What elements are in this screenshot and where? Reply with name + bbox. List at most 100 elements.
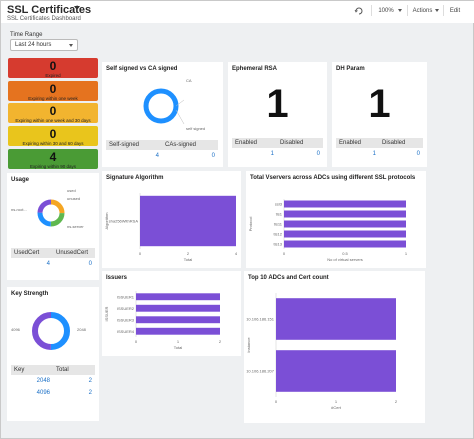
dashboard-header: SSL Certificates SSL Certificates Dashbo… [1, 1, 474, 23]
table-header[interactable]: Enabled [336, 138, 379, 148]
panel-title: Top 10 ADCs and Cert count [248, 275, 329, 281]
y-axis-label: Algorithm [104, 212, 109, 230]
self-signed-donut[interactable]: CA self signed [102, 62, 223, 167]
time-range-value: Last 24 hours [15, 42, 52, 48]
single-value[interactable]: 1 [266, 82, 289, 126]
actions-button[interactable]: Actions [411, 4, 441, 17]
ssl-protocols-panel: Total Vservers across ADCs using differe… [246, 171, 426, 268]
legend-label: unused [67, 196, 80, 201]
category-label: 10.106.186.207 [246, 369, 275, 374]
signature-algorithm-panel: Signature Algorithm sha256WithRSA 0 2 4 Tota… [102, 171, 241, 268]
legend-label: ns-server [67, 224, 84, 229]
expiry-panel: 0 Expired 0 Expiring within one week 0 E… [5, 57, 100, 171]
table-cell[interactable]: 0 [88, 261, 92, 267]
category-label: tls13 [274, 242, 283, 247]
expiry-label: Expiring within 30 and 60 days [22, 141, 84, 146]
expiry-label: Expired [45, 73, 61, 78]
bar[interactable] [284, 230, 406, 238]
category-label: ISSUER2 [117, 306, 135, 311]
bar[interactable] [284, 220, 406, 228]
x-axis-label: Total [184, 257, 193, 262]
table-cell[interactable]: 4096 [36, 390, 50, 396]
donut-segment[interactable] [37, 199, 65, 227]
panel-title: Total Vservers across ADCs using differe… [250, 175, 416, 181]
panel-title: Issuers [106, 275, 128, 281]
refresh-icon[interactable] [349, 4, 369, 17]
expiry-tile-90days[interactable]: 4 Expiring within 90 days [8, 149, 98, 169]
table-header[interactable]: Disabled [379, 138, 423, 148]
donut-segment[interactable] [37, 199, 65, 227]
category-label: 10.106.186.151 [246, 317, 275, 322]
table-header[interactable]: Self-signed [106, 140, 162, 150]
bar[interactable] [136, 327, 220, 335]
single-value[interactable]: 1 [368, 82, 391, 126]
bar[interactable] [136, 293, 220, 301]
bar[interactable] [284, 240, 406, 248]
x-tick-label: 1 [335, 399, 338, 404]
edit-label: Edit [449, 7, 461, 14]
table-header[interactable]: Disabled [277, 138, 323, 148]
bar[interactable] [276, 298, 396, 340]
table-cell[interactable]: 1 [270, 151, 274, 157]
expiry-tile-30days[interactable]: 0 Expiring within one week and 30 days [8, 103, 98, 123]
donut-segment[interactable] [37, 199, 65, 227]
panel-title: Key Strength [11, 291, 49, 297]
usage-donut[interactable]: used unused ns-root... ns-server [7, 173, 99, 280]
table-cell[interactable]: 4 [46, 261, 50, 267]
table-cell[interactable]: 2048 [36, 378, 50, 384]
bar[interactable] [136, 316, 220, 324]
usage-panel: Usage used unused ns-root... ns-server U… [7, 173, 99, 280]
key-strength-panel: Key Strength 2048 4096 Key Total 2048 2 … [7, 287, 99, 421]
bar[interactable] [284, 200, 406, 208]
x-tick-label: 2 [187, 251, 190, 256]
bar[interactable] [284, 210, 406, 218]
donut-segment-self[interactable] [143, 88, 179, 124]
panel-title: DH Param [336, 66, 365, 72]
table-header[interactable]: Key [11, 365, 53, 375]
page-subtitle: SSL Certificates Dashboard [7, 16, 81, 22]
zoom-dropdown[interactable]: 100% [375, 4, 405, 17]
expiry-tile-expired[interactable]: 0 Expired [8, 58, 98, 78]
table-header[interactable]: Enabled [232, 138, 277, 148]
top-adcs-chart[interactable]: 10.106.186.151 10.106.186.207 0 1 2 #Cert Inst… [244, 271, 425, 423]
table-cell[interactable]: 2 [88, 378, 92, 384]
table-cell[interactable]: 0 [416, 151, 420, 157]
time-range-label: Time Range [10, 32, 43, 38]
expiry-tile-60days[interactable]: 0 Expiring within 30 and 60 days [8, 126, 98, 146]
bar[interactable] [276, 350, 396, 392]
category-label: ISSUER1 [117, 294, 135, 299]
bar[interactable] [140, 195, 236, 247]
signature-algorithm-chart[interactable]: sha256WithRSA 0 2 4 Total Algorithm [102, 171, 241, 268]
category-label: ISSUER4 [117, 329, 135, 334]
time-range-select[interactable]: Last 24 hours [10, 39, 78, 51]
table-cell[interactable]: 2 [88, 390, 92, 396]
x-tick-label: 1 [405, 251, 408, 256]
bar[interactable] [136, 304, 220, 312]
donut-segment-2048[interactable] [32, 312, 70, 350]
chevron-down-icon [397, 9, 402, 12]
issuers-panel: Issuers ISSUER1 ISSUER2 ISSUER3 ISSUER4 0 1 2 T… [102, 271, 241, 356]
table-cell[interactable]: 0 [316, 151, 320, 157]
table-cell[interactable]: 0 [211, 153, 215, 159]
y-axis-label: ISSUER [104, 306, 109, 321]
table-header[interactable]: Total [53, 365, 95, 375]
title-dropdown-icon[interactable] [74, 6, 80, 10]
top-adcs-panel: Top 10 ADCs and Cert count 10.106.186.15… [244, 271, 425, 423]
x-tick-label: 0.5 [342, 251, 348, 256]
expiry-count: 0 [49, 104, 57, 118]
edit-button[interactable]: Edit [447, 4, 463, 17]
zoom-value: 100% [378, 7, 394, 14]
table-cell[interactable]: 4 [155, 153, 159, 159]
table-header[interactable]: UnusedCert [53, 248, 95, 258]
key-strength-donut[interactable]: 2048 4096 [7, 287, 99, 421]
expiry-tile-week[interactable]: 0 Expiring within one week [8, 81, 98, 101]
expiry-count: 0 [49, 127, 57, 141]
table-cell[interactable]: 1 [372, 151, 376, 157]
expiry-label: Expiring within one week [28, 96, 78, 101]
legend-self: self signed [186, 126, 205, 131]
x-tick-label: 1 [177, 339, 180, 344]
table-header[interactable]: UsedCert [11, 248, 53, 258]
table-header[interactable]: CAs-signed [162, 140, 218, 150]
